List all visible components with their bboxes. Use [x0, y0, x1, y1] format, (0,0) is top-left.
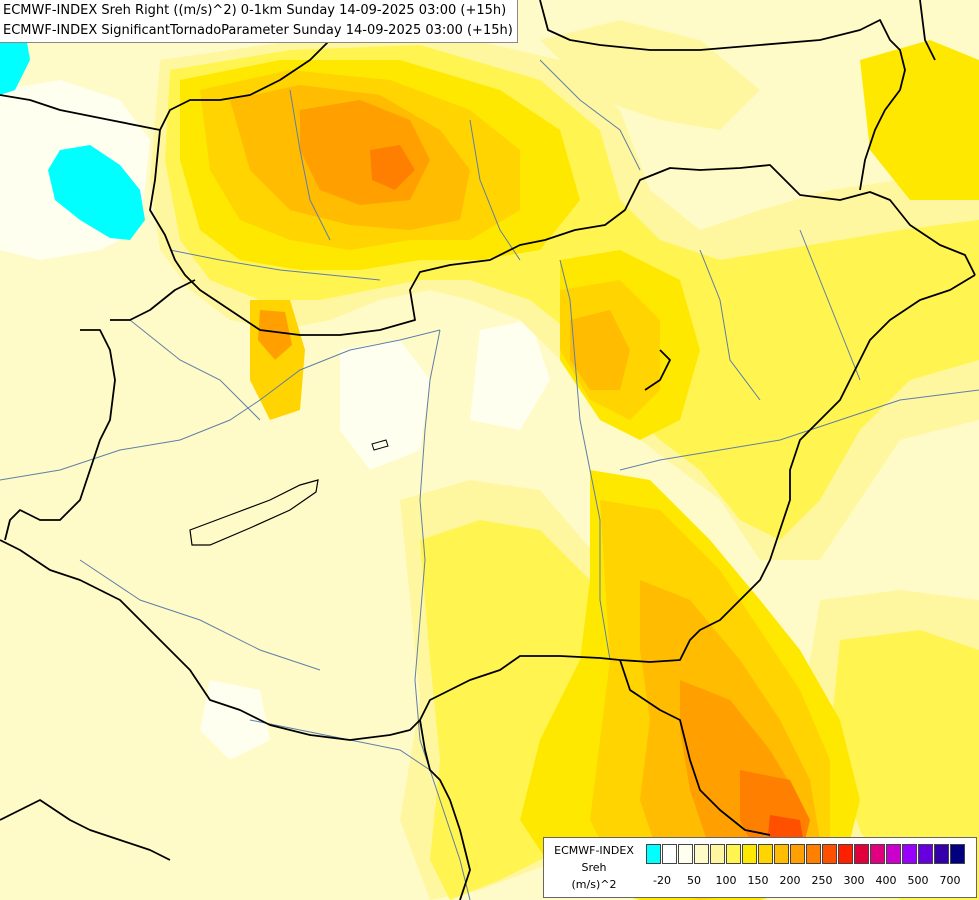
legend-swatches [646, 844, 966, 864]
legend-tick-label: 50 [687, 874, 701, 887]
legend-swatch [774, 844, 789, 864]
color-legend: ECMWF-INDEX Sreh (m/s)^2 -20 50 100 150 200 2… [543, 837, 977, 898]
legend-swatch [710, 844, 725, 864]
legend-swatch [854, 844, 869, 864]
small-lake [371, 439, 389, 451]
legend-unit: (m/s)^2 [571, 878, 617, 891]
legend-ticks: -20 50 100 150 200 250 300 400 500 700 [646, 874, 976, 888]
legend-swatch [902, 844, 917, 864]
legend-tick-label: 250 [811, 874, 833, 887]
rivers [0, 59, 979, 900]
map-title-box: ECMWF-INDEX Sreh Right ((m/s)^2) 0-1km S… [0, 0, 518, 43]
legend-swatch [822, 844, 837, 864]
legend-swatch [790, 844, 805, 864]
legend-tick-label: 300 [843, 874, 865, 887]
legend-swatch [806, 844, 821, 864]
legend-swatch [870, 844, 885, 864]
legend-tick-label: 700 [939, 874, 961, 887]
title-sreh: ECMWF-INDEX Sreh Right ((m/s)^2) 0-1km S… [3, 3, 507, 18]
title-stp: ECMWF-INDEX SignificantTornadoParameter … [3, 23, 513, 38]
legend-tick-label: 150 [747, 874, 769, 887]
legend-tick-label: 400 [875, 874, 897, 887]
legend-swatch [742, 844, 757, 864]
legend-swatch [694, 844, 709, 864]
legend-title: ECMWF-INDEX [554, 844, 634, 857]
legend-swatch [918, 844, 933, 864]
legend-tick-label: 500 [907, 874, 929, 887]
lake-balaton [189, 479, 319, 546]
negative-sreh-areas [0, 30, 145, 240]
legend-swatch [678, 844, 693, 864]
legend-tick-label: 100 [715, 874, 737, 887]
legend-swatch [934, 844, 949, 864]
legend-swatch [838, 844, 853, 864]
legend-swatch [662, 844, 677, 864]
legend-swatch [950, 844, 965, 864]
legend-tick-label: 200 [779, 874, 801, 887]
legend-swatch [758, 844, 773, 864]
legend-swatch [646, 844, 661, 864]
legend-variable: Sreh [581, 861, 607, 874]
legend-swatch [726, 844, 741, 864]
legend-swatch [886, 844, 901, 864]
legend-tick-label: -20 [653, 874, 671, 887]
